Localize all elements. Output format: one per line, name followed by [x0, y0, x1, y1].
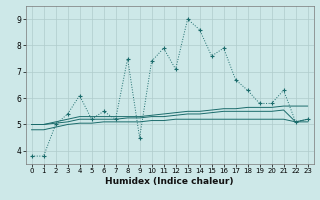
X-axis label: Humidex (Indice chaleur): Humidex (Indice chaleur): [105, 177, 234, 186]
